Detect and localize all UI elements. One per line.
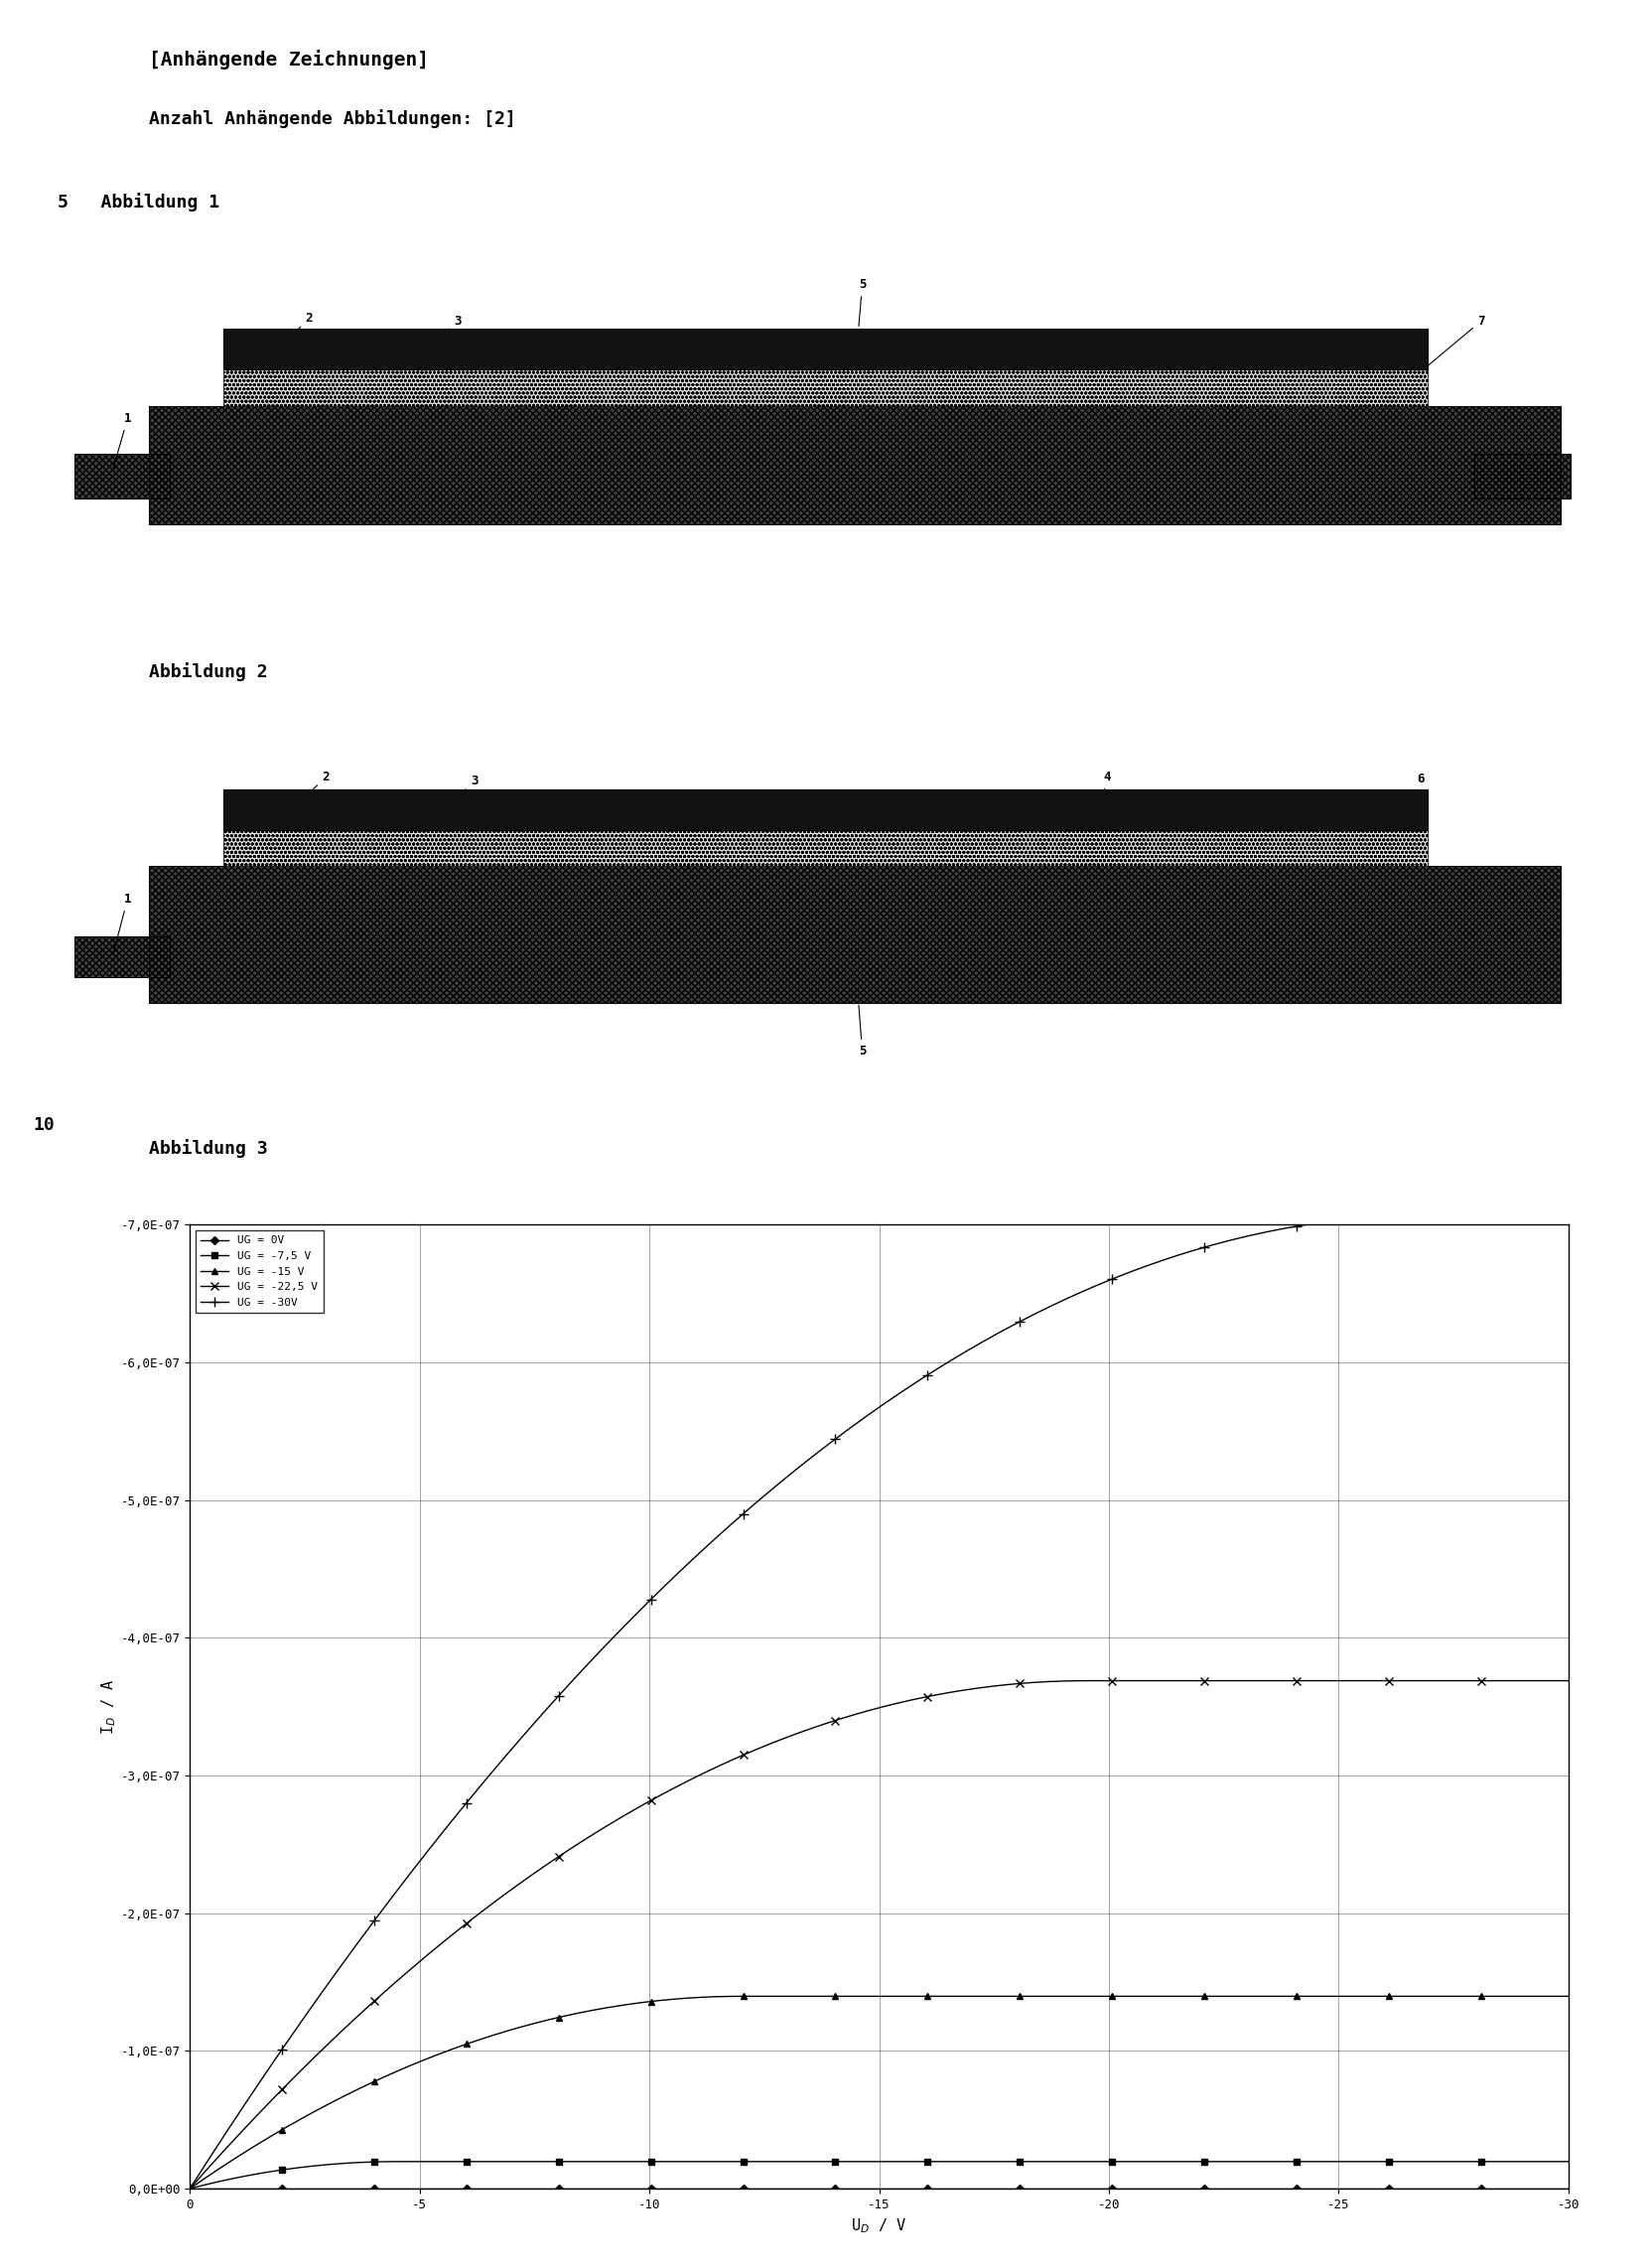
Text: 5   Abbildung 1: 5 Abbildung 1	[58, 193, 220, 211]
Bar	[1474, 454, 1570, 499]
Bar	[74, 937, 170, 978]
Bar	[149, 406, 1560, 524]
Bar	[223, 789, 1428, 830]
Text: 1: 1	[112, 413, 132, 469]
Bar	[74, 454, 170, 499]
Bar	[74, 937, 170, 978]
Bar	[74, 454, 170, 499]
Bar	[223, 830, 1428, 866]
Text: 6: 6	[1385, 773, 1425, 828]
Bar	[149, 406, 1560, 524]
Legend: UG = 0V, UG = -7,5 V, UG = -15 V, UG = -22,5 V, UG = -30V: UG = 0V, UG = -7,5 V, UG = -15 V, UG = -…	[195, 1229, 324, 1313]
Text: 3: 3	[423, 776, 479, 828]
Bar	[223, 329, 1428, 370]
Text: [Anhängende Zeichnungen]: [Anhängende Zeichnungen]	[149, 50, 429, 70]
X-axis label: U$_D$ / V: U$_D$ / V	[852, 2216, 906, 2236]
Bar	[1474, 454, 1570, 499]
Text: 2: 2	[258, 313, 314, 367]
Text: 3: 3	[406, 315, 462, 367]
Text: 10: 10	[33, 1116, 54, 1134]
Bar	[149, 866, 1560, 1002]
Y-axis label: I$_D$ / A: I$_D$ / A	[99, 1678, 117, 1735]
Text: 2: 2	[274, 771, 330, 828]
Text: Abbildung 3: Abbildung 3	[149, 1139, 267, 1157]
Bar	[223, 370, 1428, 406]
Text: 4: 4	[1098, 771, 1111, 828]
Text: Anzahl Anhängende Abbildungen: [2]: Anzahl Anhängende Abbildungen: [2]	[149, 109, 515, 127]
Bar	[149, 866, 1560, 1002]
Text: Abbildung 2: Abbildung 2	[149, 662, 267, 680]
Text: 5: 5	[859, 1005, 867, 1057]
Text: 5: 5	[859, 279, 867, 327]
Text: 7: 7	[1425, 315, 1486, 367]
Text: 1: 1	[112, 894, 132, 955]
